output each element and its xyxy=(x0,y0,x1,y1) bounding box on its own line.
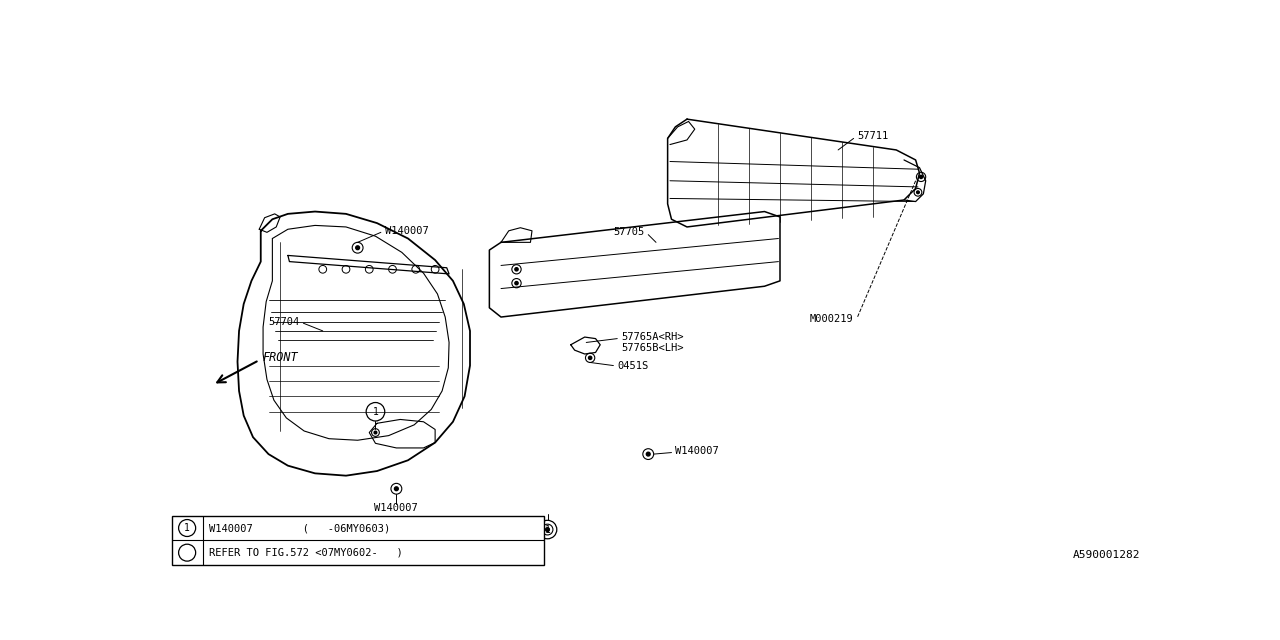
Circle shape xyxy=(919,175,923,179)
Circle shape xyxy=(515,282,518,285)
Text: 1: 1 xyxy=(372,407,379,417)
Text: 57705: 57705 xyxy=(613,227,644,237)
Text: W140007        (   -06MY0603): W140007 ( -06MY0603) xyxy=(209,523,390,533)
Text: W140007: W140007 xyxy=(676,446,719,456)
Circle shape xyxy=(545,527,549,531)
Text: 57704: 57704 xyxy=(269,317,300,326)
Circle shape xyxy=(589,356,591,360)
Circle shape xyxy=(646,452,650,456)
Text: 1: 1 xyxy=(544,525,550,534)
Circle shape xyxy=(374,431,376,434)
Text: 57765B<LH>: 57765B<LH> xyxy=(621,343,684,353)
Circle shape xyxy=(394,487,398,491)
Text: M000219: M000219 xyxy=(810,314,854,324)
Circle shape xyxy=(515,268,518,271)
Text: W140007: W140007 xyxy=(385,226,429,236)
FancyBboxPatch shape xyxy=(172,516,544,565)
Text: REFER TO FIG.572 <07MY0602-   ): REFER TO FIG.572 <07MY0602- ) xyxy=(209,548,403,557)
Text: FRONT: FRONT xyxy=(262,351,298,364)
Text: 0451S: 0451S xyxy=(617,360,649,371)
Circle shape xyxy=(356,246,360,250)
Circle shape xyxy=(916,191,919,194)
Text: W140007: W140007 xyxy=(375,503,419,513)
Text: 57711: 57711 xyxy=(858,131,888,141)
Text: 1: 1 xyxy=(184,523,189,533)
Text: A590001282: A590001282 xyxy=(1073,550,1140,561)
Text: 57765A<RH>: 57765A<RH> xyxy=(621,332,684,342)
